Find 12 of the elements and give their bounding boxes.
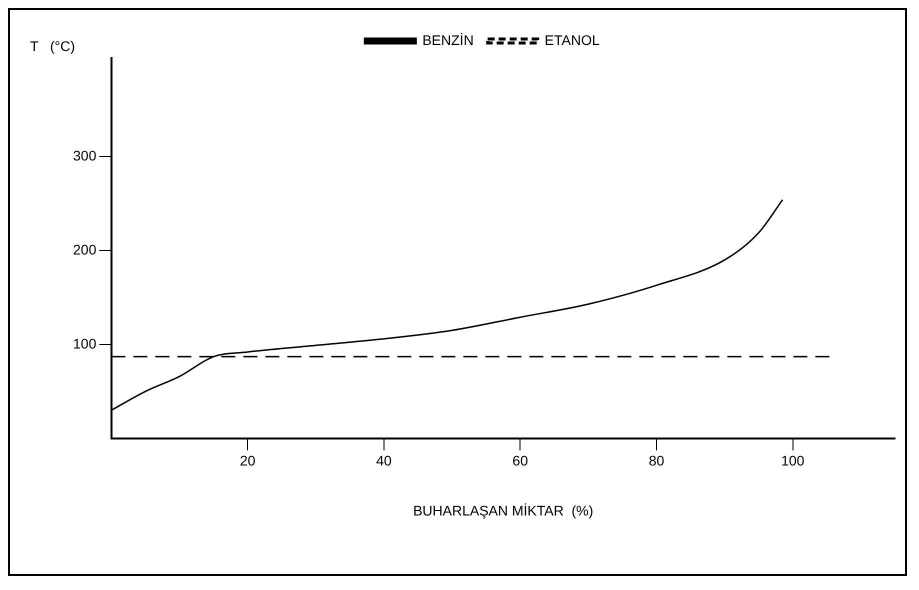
legend-label: ETANOL <box>544 32 600 48</box>
x-axis-title: BUHARLAŞAN MİKTAR (%) <box>413 502 594 518</box>
x-tick-label: 20 <box>240 452 256 469</box>
x-tick-label: 100 <box>781 452 805 469</box>
x-tick-label: 60 <box>512 452 528 469</box>
x-tick-label: 40 <box>376 452 392 469</box>
legend-label: BENZİN <box>422 32 474 48</box>
y-tick-label: 100 <box>73 335 97 352</box>
y-axis-title: T (°C) <box>30 38 76 54</box>
y-tick-label: 300 <box>73 147 97 164</box>
y-tick-label: 200 <box>73 241 97 258</box>
x-tick-label: 80 <box>648 452 664 469</box>
